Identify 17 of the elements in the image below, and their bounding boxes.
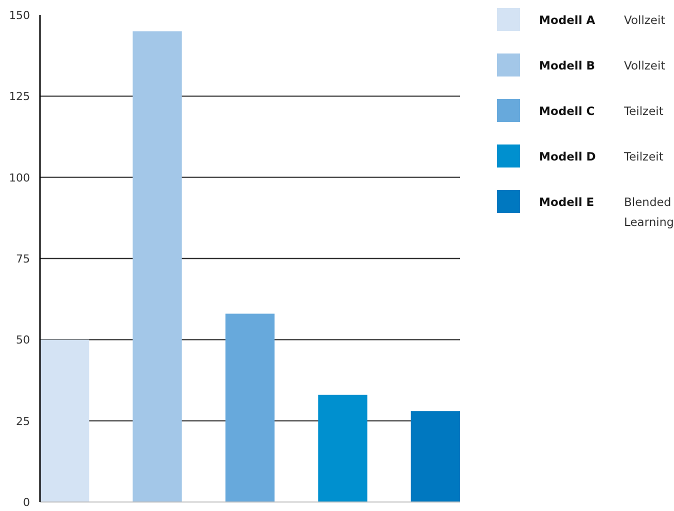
legend-label: Modell C bbox=[539, 104, 595, 118]
y-tick-label: 125 bbox=[9, 90, 30, 104]
y-tick-label: 150 bbox=[9, 9, 30, 22]
text: Teilzeit bbox=[623, 150, 664, 164]
text: Blended Learning bbox=[624, 195, 674, 229]
legend-label: Modell A bbox=[539, 13, 596, 27]
y-tick-label: 25 bbox=[16, 414, 30, 428]
legend-label: Modell E bbox=[539, 195, 594, 209]
legend-label: Modell D bbox=[539, 150, 596, 164]
text: Vollzeit bbox=[624, 13, 666, 27]
y-tick-label: 75 bbox=[16, 252, 30, 266]
text: Teilzeit bbox=[623, 104, 664, 118]
text: Vollzeit bbox=[624, 58, 666, 72]
y-tick-label: 0 bbox=[23, 496, 30, 509]
y-tick-label: 100 bbox=[9, 171, 30, 184]
legend-label: Modell B bbox=[539, 58, 596, 72]
y-tick-label: 50 bbox=[16, 334, 30, 347]
